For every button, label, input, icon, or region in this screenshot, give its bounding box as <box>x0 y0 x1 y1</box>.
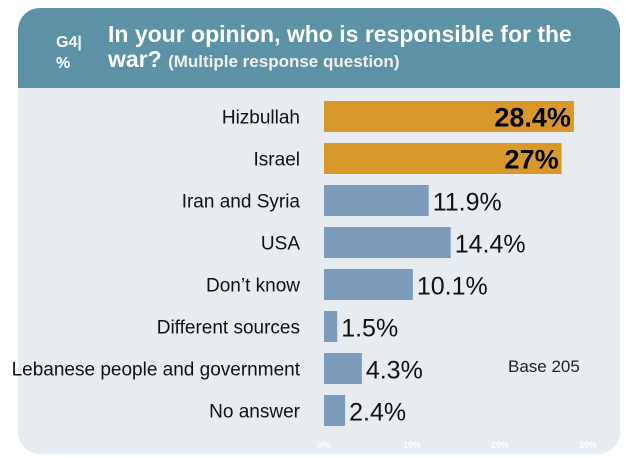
category-label: Israel <box>254 150 300 171</box>
chart-header-wrap: G4| % In your opinion, who is responsibl… <box>18 8 620 454</box>
value-label: 28.4% <box>494 103 571 133</box>
bar <box>324 311 338 342</box>
chart-header: G4| % In your opinion, who is responsibl… <box>18 8 620 88</box>
category-label: Don’t know <box>206 276 300 297</box>
value-label: 27% <box>505 145 559 175</box>
question-code: G4| % <box>56 32 82 74</box>
bar <box>324 269 413 300</box>
x-tick-label: 20% <box>491 440 509 450</box>
category-label: USA <box>261 234 300 255</box>
bar <box>324 185 429 216</box>
bar <box>324 353 362 384</box>
bar <box>324 395 346 426</box>
bar <box>324 227 451 258</box>
value-label: 14.4% <box>455 231 526 259</box>
bar <box>324 143 562 174</box>
x-tick-label: 30% <box>579 440 597 450</box>
question-text: In your opinion, who is responsible for … <box>108 21 572 72</box>
category-label: Iran and Syria <box>182 192 301 213</box>
bar <box>324 101 574 132</box>
category-label: Different sources <box>157 318 300 339</box>
value-label: 4.3% <box>366 357 423 385</box>
question-subtitle: (Multiple response question) <box>168 52 400 71</box>
category-label: Lebanese people and government <box>12 360 301 381</box>
x-tick-label: 0% <box>317 440 330 450</box>
value-label: 1.5% <box>341 315 398 343</box>
value-label: 2.4% <box>349 399 406 427</box>
base-note: Base 205 <box>508 357 580 376</box>
category-label: Hizbullah <box>222 108 300 129</box>
value-label: 10.1% <box>417 273 488 301</box>
question-code-line1: G4| <box>56 34 82 51</box>
x-tick-label: 10% <box>403 440 421 450</box>
question-title: In your opinion, who is responsible for … <box>108 22 608 74</box>
category-label: No answer <box>209 402 300 423</box>
question-code-line2: % <box>56 55 71 72</box>
value-label: 11.9% <box>433 189 502 217</box>
